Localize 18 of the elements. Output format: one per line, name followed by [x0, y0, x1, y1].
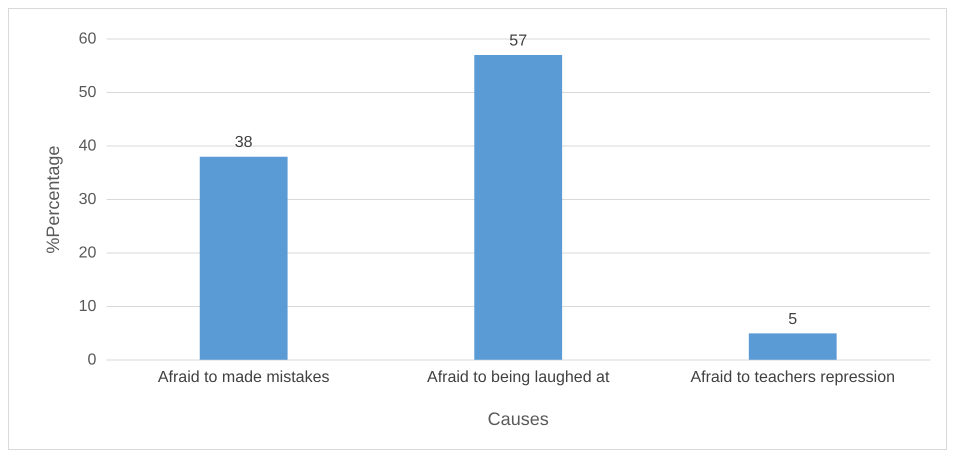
data-label: 5 [788, 310, 798, 328]
y-tick-label: 10 [78, 298, 96, 316]
y-tick-label: 30 [78, 191, 96, 208]
x-tick-label: Afraid to being laughed at [427, 369, 610, 386]
y-tick-label: 50 [78, 84, 96, 101]
data-label: 38 [234, 134, 253, 152]
y-tick-label: 60 [78, 30, 96, 48]
y-tick-label: 0 [87, 352, 96, 369]
x-tick-label: Afraid to teachers repression [690, 369, 896, 386]
bar [474, 55, 562, 360]
y-axis-title: %Percentage [42, 146, 63, 254]
data-label: 57 [509, 32, 528, 50]
x-tick-label: Afraid to made mistakes [158, 369, 330, 386]
y-tick-label: 20 [78, 244, 96, 262]
bar [200, 156, 288, 360]
bar [748, 333, 837, 360]
x-axis-title: Causes [488, 409, 549, 430]
y-tick-label: 40 [78, 137, 96, 154]
